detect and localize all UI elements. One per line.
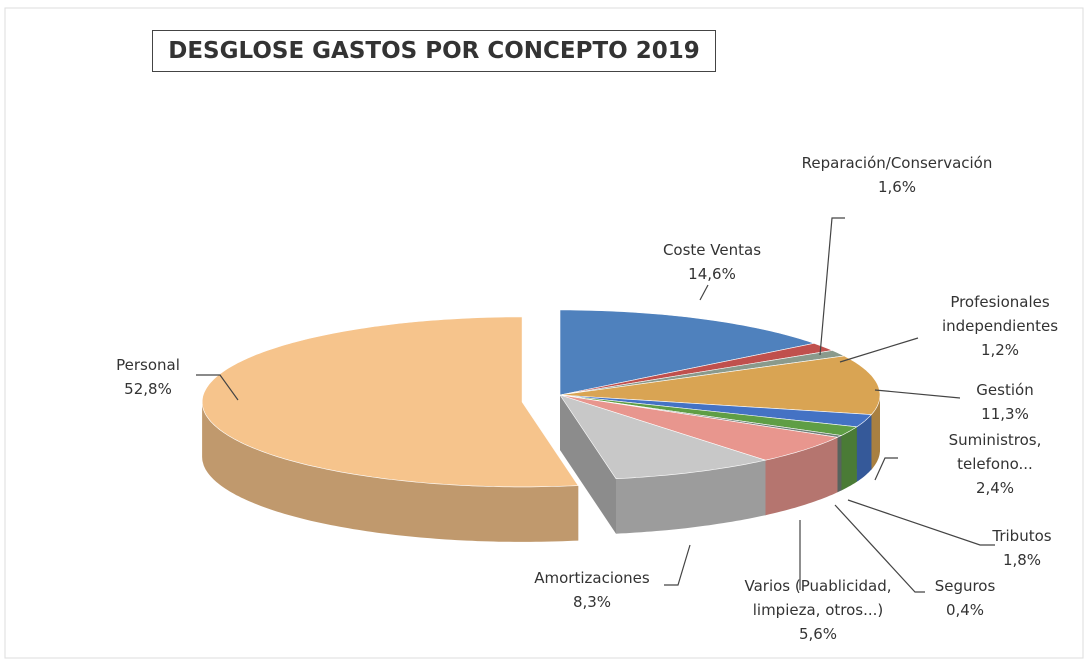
data-label: Reparación/Conservación 1,6% [777,151,1017,199]
slice [559,394,873,428]
data-label: Coste Ventas 14,6% [652,238,772,286]
leader-line [196,374,239,401]
data-label: Gestión 11,3% [955,378,1055,426]
slice-side [765,437,838,516]
category-label: Suministros, telefono... [948,431,1042,473]
chart-border [4,7,1084,659]
category-label: Gestión [976,381,1034,399]
category-label: Tributos [992,527,1052,545]
leader-line [819,217,845,356]
value-label: 8,3% [572,593,612,611]
category-label: Coste Ventas [662,241,762,259]
leader-line [834,504,925,593]
leader-line [847,499,995,546]
value-label: 5,6% [798,625,838,643]
data-label: Profesionales independientes 1,2% [920,290,1080,362]
leader-line [874,457,898,481]
category-label: Reparación/Conservación [801,154,993,172]
category-label: Varios (Puablicidad, limpieza, otros...) [744,577,892,619]
slice [559,309,816,396]
slice [559,394,858,436]
value-label: 11,3% [981,405,1029,423]
leader-line [664,544,691,586]
value-label: 52,8% [124,380,172,398]
slice-side [202,401,579,542]
data-label: Tributos 1,8% [972,524,1072,572]
category-label: Profesionales independientes [941,293,1059,335]
leader-line [874,389,961,399]
data-label: Amortizaciones 8,3% [512,566,672,614]
data-label: Personal 52,8% [98,353,198,401]
slice [559,342,834,396]
category-label: Personal [116,356,180,374]
pie [201,309,881,542]
category-label: Amortizaciones [534,569,650,587]
value-label: 2,4% [975,479,1015,497]
data-label: Suministros, telefono... 2,4% [930,428,1060,500]
slice [201,316,579,488]
slice-side [871,395,880,470]
data-label: Seguros 0,4% [915,574,1015,622]
value-label: 1,2% [980,341,1020,359]
data-label: Varios (Puablicidad, limpieza, otros...)… [718,574,918,646]
slice-side [856,414,872,482]
slice-face [560,395,616,534]
slice-side [837,435,842,493]
leader-line [839,337,919,363]
chart-title: DESGLOSE GASTOS POR CONCEPTO 2019 [152,30,716,72]
value-label: 0,4% [945,601,985,619]
leader-lines [196,217,995,593]
value-label: 14,6% [688,265,736,283]
slice-side [841,426,857,491]
category-label: Seguros [934,577,996,595]
value-label: 1,6% [877,178,917,196]
slice-side [616,460,766,534]
leader-line [699,284,709,301]
slice [559,394,766,480]
value-label: 1,8% [1002,551,1042,569]
slice [559,394,839,461]
